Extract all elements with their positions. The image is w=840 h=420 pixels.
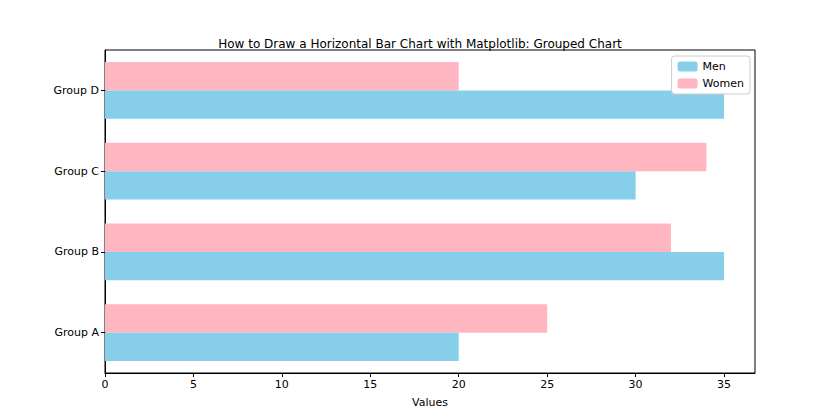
svg-text:Group B: Group B — [54, 245, 99, 258]
svg-text:35: 35 — [717, 378, 731, 391]
svg-text:10: 10 — [275, 378, 289, 391]
svg-text:Men: Men — [703, 60, 726, 73]
svg-text:15: 15 — [363, 378, 377, 391]
svg-text:Group D: Group D — [54, 84, 99, 97]
svg-text:25: 25 — [540, 378, 554, 391]
svg-text:0: 0 — [102, 378, 109, 391]
svg-text:How to Draw a Horizontal Bar C: How to Draw a Horizontal Bar Chart with … — [218, 37, 622, 51]
svg-text:Women: Women — [703, 77, 744, 90]
svg-text:5: 5 — [190, 378, 197, 391]
svg-text:Values: Values — [412, 396, 448, 409]
svg-text:Group C: Group C — [54, 165, 99, 178]
svg-text:30: 30 — [629, 378, 643, 391]
svg-text:20: 20 — [452, 378, 466, 391]
svg-text:Group A: Group A — [54, 326, 99, 339]
